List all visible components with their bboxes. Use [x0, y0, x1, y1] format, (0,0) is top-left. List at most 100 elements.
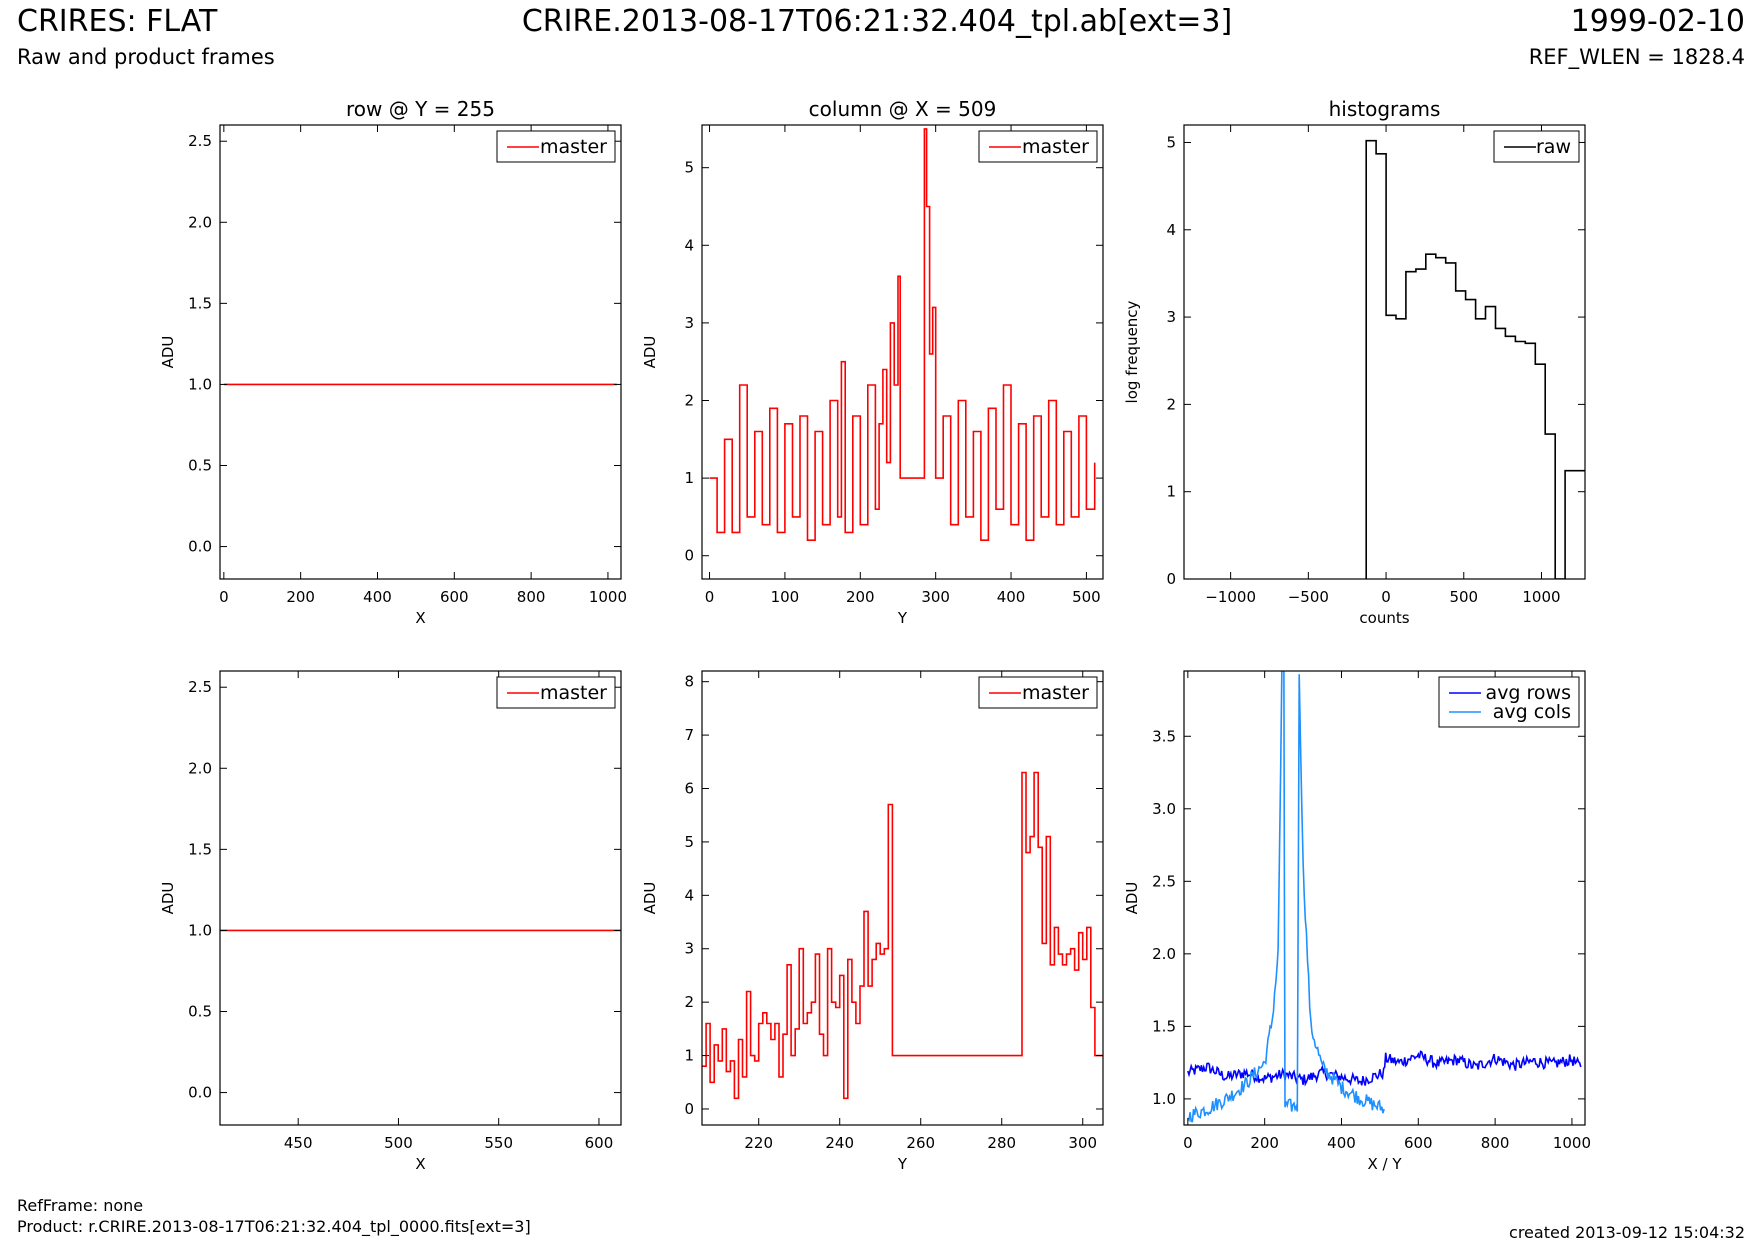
- legend-entry: raw: [1536, 136, 1571, 158]
- y-tick-label: 3: [684, 314, 694, 332]
- y-tick-label: 0.0: [188, 538, 212, 556]
- plot-frame: [1183, 124, 1586, 580]
- y-tick-label: 1: [684, 469, 694, 487]
- y-tick-label: 0.5: [188, 457, 212, 475]
- x-tick-label: 400: [363, 588, 392, 606]
- plot-frame: [219, 124, 622, 580]
- y-tick-label: 0.5: [188, 1003, 212, 1021]
- y-tick-label: 5: [1166, 133, 1176, 151]
- legend-entry: master: [1022, 682, 1089, 704]
- x-tick-label: 500: [1072, 588, 1101, 606]
- x-tick-label: 260: [906, 1134, 935, 1152]
- x-axis-label: X / Y: [1367, 1155, 1402, 1173]
- y-tick-label: 1.5: [1152, 1017, 1176, 1035]
- plot-frame: [1183, 670, 1586, 1126]
- header-date: 1999-02-10: [1570, 4, 1745, 39]
- panel-6: 0 200 400 600 800 1000 1.0 1.5 2.0 2.5 3.0 3.5 X / Y…: [1123, 670, 1591, 1173]
- y-tick-label: 8: [684, 673, 694, 691]
- y-tick-label: 7: [684, 726, 694, 744]
- y-tick-label: 1: [684, 1047, 694, 1065]
- y-tick-label: 0: [1166, 570, 1176, 588]
- x-axis-label: X: [415, 1155, 425, 1173]
- x-tick-label: 600: [1404, 1134, 1433, 1152]
- plot-frame: [701, 124, 1104, 580]
- x-tick-label: 220: [744, 1134, 773, 1152]
- header-title-center: CRIRE.2013-08-17T06:21:32.404_tpl.ab[ext…: [521, 4, 1233, 39]
- y-tick-label: 2: [684, 993, 694, 1011]
- y-tick-label: 2.5: [188, 678, 212, 696]
- x-tick-label: 500: [384, 1134, 413, 1152]
- y-axis-label: ADU: [641, 336, 659, 369]
- header-subtitle-left: Raw and product frames: [17, 45, 275, 69]
- y-tick-label: 3.0: [1152, 800, 1176, 818]
- series-line-raw: [1365, 139, 1585, 579]
- y-tick-label: 1: [1166, 483, 1176, 501]
- legend-entry: avg rows: [1486, 682, 1571, 704]
- panel-title: row @ Y = 255: [346, 97, 495, 121]
- y-tick-label: 4: [684, 886, 694, 904]
- x-tick-label: 600: [585, 1134, 614, 1152]
- plot-frame: [219, 670, 622, 1126]
- x-tick-label: 450: [284, 1134, 313, 1152]
- x-axis-label: Y: [897, 1155, 908, 1173]
- y-axis-label: ADU: [1123, 882, 1141, 915]
- header-title-left: CRIRES: FLAT: [17, 4, 218, 39]
- y-tick-label: 2.0: [188, 759, 212, 777]
- x-tick-label: 0: [1183, 1134, 1193, 1152]
- y-tick-label: 2.0: [1152, 945, 1176, 963]
- x-tick-label: 400: [997, 588, 1026, 606]
- y-tick-label: 4: [684, 236, 694, 254]
- x-tick-label: 280: [987, 1134, 1016, 1152]
- x-tick-label: 240: [825, 1134, 854, 1152]
- x-tick-label: 1000: [1522, 588, 1560, 606]
- x-tick-label: 0: [219, 588, 229, 606]
- y-tick-label: 2.5: [1152, 872, 1176, 890]
- x-tick-label: 200: [846, 588, 875, 606]
- y-tick-label: 4: [1166, 221, 1176, 239]
- y-tick-label: 1.0: [188, 375, 212, 393]
- y-tick-label: 2.0: [188, 213, 212, 231]
- y-tick-label: 2.5: [188, 132, 212, 150]
- x-tick-label: 0: [1381, 588, 1391, 606]
- y-tick-label: 1.0: [188, 921, 212, 939]
- y-tick-label: 3: [1166, 308, 1176, 326]
- y-tick-label: 3.5: [1152, 727, 1176, 745]
- x-tick-label: 200: [1250, 1134, 1279, 1152]
- x-tick-label: 200: [286, 588, 315, 606]
- y-axis-label: ADU: [159, 336, 177, 369]
- panel-2: 0 100 200 300 400 500 0 1 2 3 4 5 column @ X = 509 Y A…: [641, 97, 1104, 627]
- y-tick-label: 1.5: [188, 840, 212, 858]
- x-tick-label: 1000: [1553, 1134, 1591, 1152]
- y-tick-label: 3: [684, 940, 694, 958]
- x-tick-label: 100: [771, 588, 800, 606]
- x-tick-label: 600: [440, 588, 469, 606]
- x-tick-label: 500: [1449, 588, 1478, 606]
- series-line-master: [709, 128, 1096, 542]
- footer-created: created 2013-09-12 15:04:32: [1509, 1223, 1745, 1242]
- panel-4: 450 500 550 600 0.0 0.5 1.0 1.5 2.0 2.5 X ADU master: [159, 670, 622, 1173]
- legend: [1438, 676, 1580, 728]
- footer-ref-frame: RefFrame: none: [17, 1196, 144, 1215]
- y-axis-label: ADU: [641, 882, 659, 915]
- panel-1: 0 200 400 600 800 1000 0.0 0.5 1.0 1.5 2.0 2.5 row @…: [159, 97, 627, 627]
- series-line-avg-cols: [1187, 671, 1385, 1123]
- x-axis-label: counts: [1359, 609, 1409, 627]
- panel-title: column @ X = 509: [809, 97, 997, 121]
- x-tick-label: 0: [705, 588, 715, 606]
- y-tick-label: 0: [684, 547, 694, 565]
- x-tick-label: 800: [517, 588, 546, 606]
- legend-entry: master: [1022, 136, 1089, 158]
- y-tick-label: 5: [684, 159, 694, 177]
- y-axis-label: log frequency: [1123, 300, 1141, 403]
- y-tick-label: 0.0: [188, 1084, 212, 1102]
- footer-product: Product: r.CRIRE.2013-08-17T06:21:32.404…: [17, 1217, 531, 1236]
- x-tick-label: 1000: [589, 588, 627, 606]
- x-tick-label: 300: [1068, 1134, 1097, 1152]
- y-axis-label: ADU: [159, 882, 177, 915]
- plot-frame: [701, 670, 1104, 1126]
- y-tick-label: 0: [684, 1100, 694, 1118]
- y-tick-label: 1.0: [1152, 1090, 1176, 1108]
- x-tick-label: −1000: [1205, 588, 1256, 606]
- x-tick-label: 800: [1481, 1134, 1510, 1152]
